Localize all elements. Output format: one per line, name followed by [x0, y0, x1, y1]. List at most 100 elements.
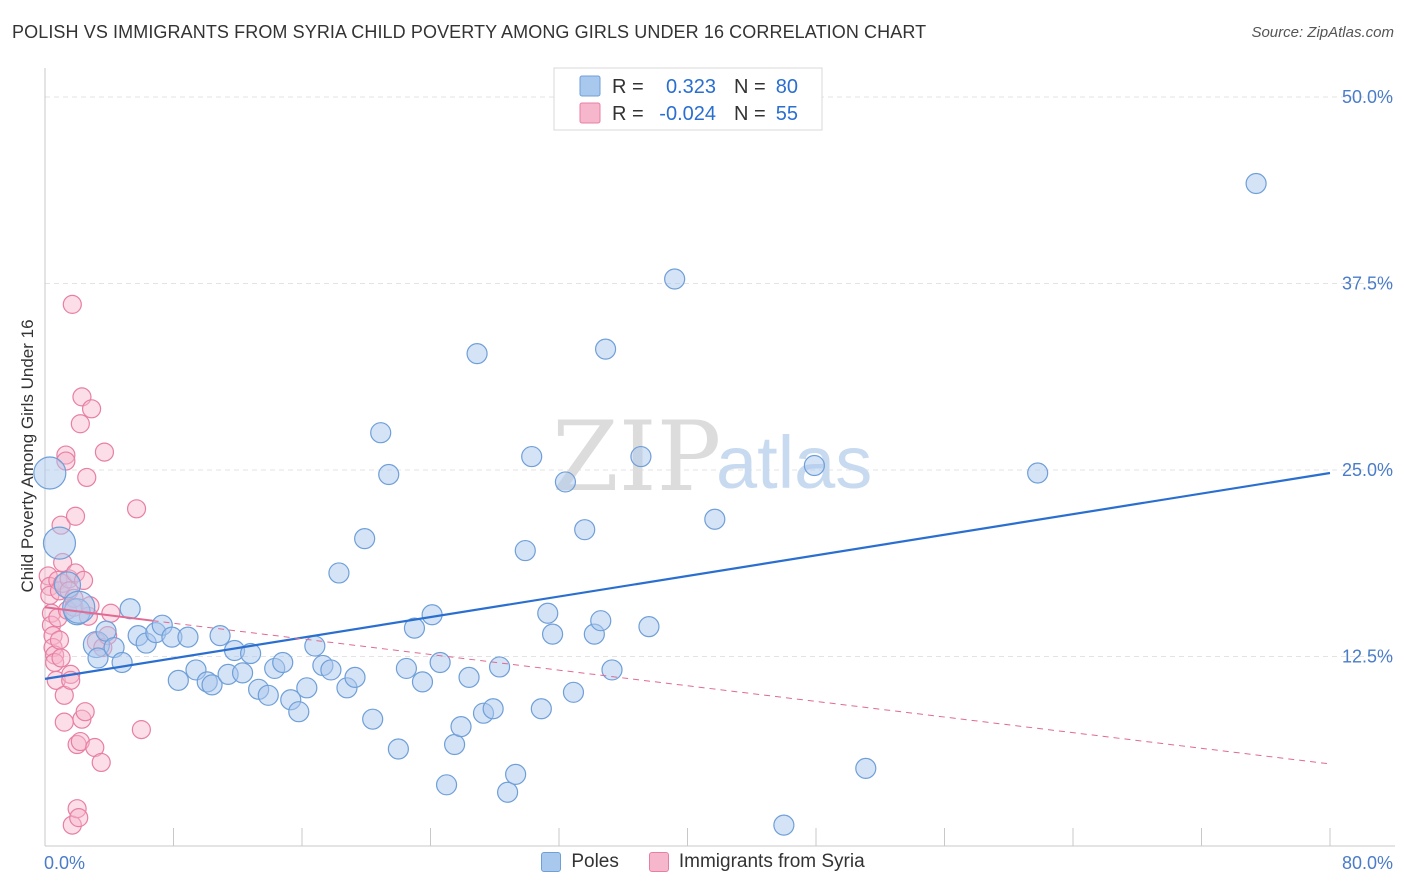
trendline-poles — [44, 471, 1331, 680]
point-poles-38 — [344, 666, 366, 688]
x-tick-label-0: 0.0% — [44, 853, 85, 873]
x-tick-label-1: 80.0% — [1342, 853, 1393, 873]
point-poles-57 — [497, 781, 519, 803]
point-poles-10 — [119, 598, 141, 620]
point-poles-46 — [411, 671, 434, 693]
point-poles-51 — [450, 716, 472, 738]
point-poles-36 — [328, 562, 350, 584]
point-poles-45 — [403, 617, 426, 639]
point-syria-32 — [65, 506, 86, 526]
legend-r-value-poles: 0.323 — [666, 76, 716, 98]
stats-legend: R = 0.323 N = 80 R = -0.024 N = 55 — [553, 67, 823, 131]
point-syria-48 — [91, 752, 111, 773]
y-tick-label-3: 50.0% — [1342, 87, 1393, 107]
point-syria-41 — [75, 702, 95, 722]
legend-n-label-poles: N = — [734, 76, 766, 98]
x-tick-labels: 0.0% 80.0% — [44, 853, 1393, 873]
point-poles-78 — [1027, 462, 1049, 484]
trendline-syria-dashed — [152, 620, 1331, 765]
point-poles-31 — [288, 701, 310, 723]
legend-swatch-syria — [579, 102, 601, 124]
point-syria-19 — [54, 712, 74, 732]
point-syria-54 — [131, 720, 151, 740]
legend-r-value-syria: -0.024 — [659, 103, 716, 125]
y-axis-label: Child Poverty Among Girls Under 16 — [18, 319, 37, 592]
point-poles-41 — [370, 422, 392, 444]
point-poles-9 — [111, 651, 133, 674]
point-poles-24 — [231, 662, 254, 684]
point-poles-17 — [177, 626, 199, 648]
legend-label-poles: Poles — [571, 851, 619, 872]
y-tick-labels: 12.5% 25.0% 37.5% 50.0% — [1342, 87, 1393, 667]
point-poles-33 — [304, 635, 326, 657]
point-poles-56 — [488, 656, 511, 678]
point-poles-58 — [505, 763, 527, 785]
legend-item-poles: Poles — [541, 851, 619, 873]
legend-swatch-poles — [579, 75, 601, 97]
point-poles-79 — [1245, 172, 1267, 195]
point-poles-35 — [320, 659, 342, 681]
legend-swatch-poles-bottom — [541, 852, 562, 872]
axes — [44, 68, 1395, 847]
point-poles-44 — [395, 657, 418, 680]
point-syria-20 — [56, 445, 76, 465]
y-tick-label-2: 37.5% — [1342, 274, 1393, 294]
gridlines — [45, 96, 1395, 657]
point-poles-76 — [803, 454, 825, 477]
point-poles-55 — [482, 698, 504, 720]
point-syria-6 — [43, 637, 63, 658]
point-poles-4 — [62, 590, 96, 624]
point-poles-48 — [429, 651, 451, 674]
point-syria-27 — [62, 294, 82, 314]
point-poles-60 — [521, 445, 543, 468]
point-poles-64 — [554, 471, 577, 493]
legend-r-label-poles: R = — [612, 76, 644, 98]
point-syria-36 — [70, 414, 90, 434]
point-poles-70 — [601, 659, 623, 681]
point-poles-74 — [704, 508, 726, 530]
point-poles-43 — [387, 738, 409, 760]
point-poles-49 — [435, 774, 458, 796]
y-tick-label-0: 12.5% — [1342, 647, 1393, 667]
point-poles-72 — [638, 616, 660, 638]
point-poles-61 — [530, 698, 552, 720]
point-poles-16 — [167, 669, 189, 691]
point-poles-42 — [378, 463, 400, 486]
point-poles-65 — [562, 681, 585, 703]
y-tick-label-1: 25.0% — [1342, 460, 1393, 480]
point-poles-66 — [574, 519, 596, 541]
point-poles-20 — [201, 674, 223, 696]
chart-title: POLISH VS IMMIGRANTS FROM SYRIA CHILD PO… — [12, 22, 927, 42]
watermark-atlas: atlas — [716, 421, 872, 504]
trendline-syria-solid — [44, 606, 153, 622]
point-poles-32 — [296, 677, 318, 699]
legend-n-label-syria: N = — [734, 103, 766, 125]
point-poles-77 — [855, 757, 877, 780]
legend-item-syria: Immigrants from Syria — [648, 851, 865, 873]
point-syria-53 — [126, 499, 147, 519]
point-syria-14 — [51, 648, 71, 668]
point-poles-29 — [272, 651, 294, 674]
point-poles-27 — [257, 684, 279, 706]
point-poles-25 — [240, 642, 262, 665]
point-poles-71 — [630, 445, 652, 468]
point-syria-35 — [69, 808, 89, 828]
watermark: ZIP atlas — [552, 401, 872, 513]
point-syria-50 — [94, 442, 115, 462]
legend-label-syria: Immigrants from Syria — [678, 851, 865, 872]
point-poles-40 — [362, 708, 384, 730]
point-poles-75 — [773, 814, 795, 836]
point-poles-73 — [664, 268, 686, 290]
point-poles-63 — [541, 623, 564, 645]
legend-n-value-syria: 55 — [776, 103, 798, 125]
point-poles-21 — [209, 625, 231, 647]
legend-n-value-poles: 80 — [776, 76, 798, 98]
point-poles-69 — [594, 338, 617, 360]
point-poles-0 — [33, 456, 67, 490]
point-syria-45 — [81, 399, 102, 419]
point-poles-53 — [466, 343, 488, 365]
point-syria-52 — [101, 603, 121, 623]
source-label: Source: ZipAtlas.com — [1251, 24, 1394, 41]
point-poles-59 — [514, 539, 536, 562]
